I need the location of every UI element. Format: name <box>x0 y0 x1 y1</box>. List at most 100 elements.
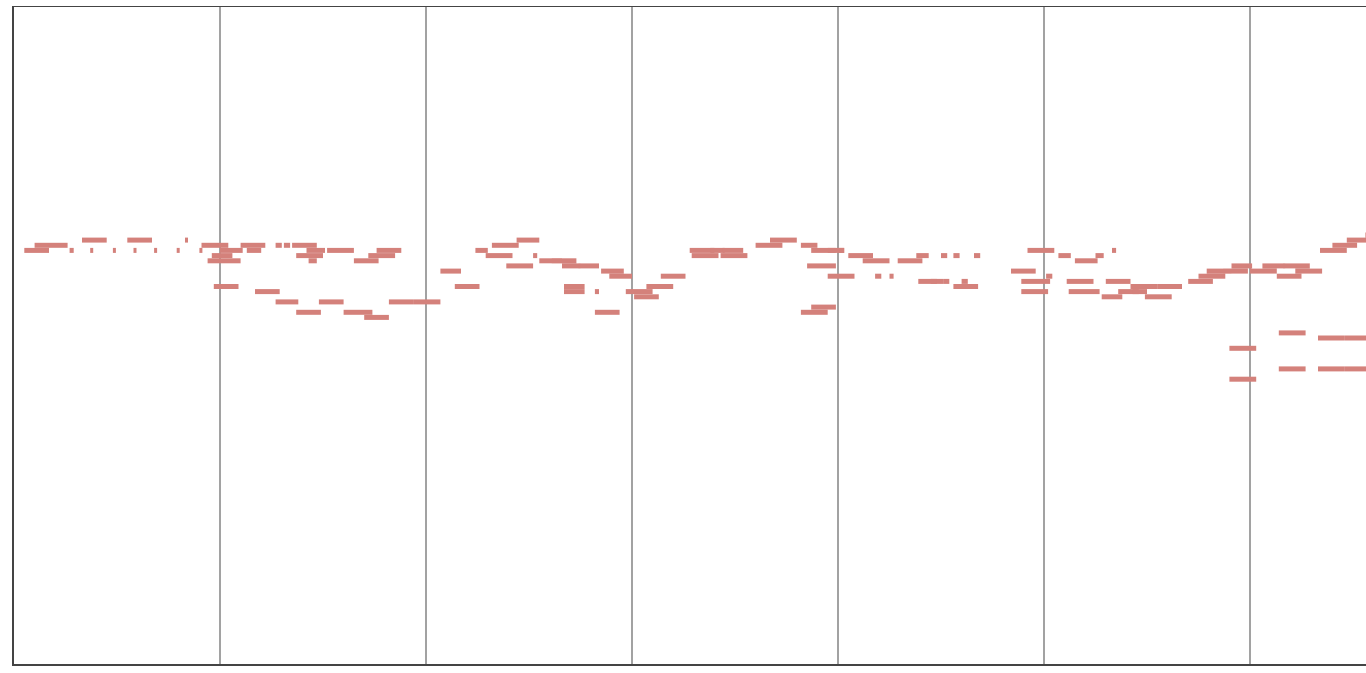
note-block[interactable] <box>24 247 49 253</box>
note-block[interactable] <box>609 273 632 279</box>
note-block[interactable] <box>1027 247 1055 253</box>
note-block[interactable] <box>1250 268 1277 274</box>
note-block[interactable] <box>807 263 836 269</box>
note-block[interactable] <box>1278 366 1306 372</box>
note-block[interactable] <box>961 278 968 284</box>
note-block[interactable] <box>506 263 534 269</box>
note-block[interactable] <box>1206 268 1232 274</box>
note-block[interactable] <box>1068 289 1100 295</box>
note-block[interactable] <box>353 258 379 264</box>
note-block[interactable] <box>1046 273 1053 279</box>
note-block[interactable] <box>185 237 188 243</box>
note-block[interactable] <box>897 258 923 264</box>
note-block[interactable] <box>689 247 715 253</box>
note-block[interactable] <box>533 253 538 259</box>
note-block[interactable] <box>710 247 725 253</box>
note-block[interactable] <box>1229 376 1257 382</box>
note-block[interactable] <box>283 242 291 248</box>
note-block[interactable] <box>646 284 674 289</box>
note-block[interactable] <box>240 242 266 248</box>
note-block[interactable] <box>1095 253 1104 259</box>
note-block[interactable] <box>376 247 402 253</box>
note-block[interactable] <box>327 247 354 253</box>
note-block[interactable] <box>388 299 414 305</box>
note-block[interactable] <box>930 278 937 284</box>
note-block[interactable] <box>308 258 317 264</box>
note-block[interactable] <box>1132 289 1147 295</box>
note-block[interactable] <box>1283 263 1310 269</box>
note-block[interactable] <box>755 242 783 248</box>
note-block[interactable] <box>1344 366 1366 372</box>
note-block[interactable] <box>722 247 744 253</box>
note-block[interactable] <box>127 237 152 243</box>
note-block[interactable] <box>1011 268 1036 274</box>
note-block[interactable] <box>1118 289 1139 295</box>
note-block[interactable] <box>811 247 836 253</box>
note-block[interactable] <box>69 247 74 253</box>
note-block[interactable] <box>564 284 585 289</box>
note-block[interactable] <box>1112 247 1117 253</box>
note-block[interactable] <box>211 253 233 259</box>
note-block[interactable] <box>720 253 748 259</box>
note-block[interactable] <box>275 299 299 305</box>
note-block[interactable] <box>564 289 585 295</box>
note-block[interactable] <box>1101 294 1123 300</box>
note-block[interactable] <box>562 263 581 269</box>
note-block[interactable] <box>800 309 828 315</box>
note-block[interactable] <box>1278 330 1306 336</box>
note-block[interactable] <box>516 237 540 243</box>
note-block[interactable] <box>296 253 323 259</box>
note-block[interactable] <box>1320 247 1347 253</box>
note-block[interactable] <box>625 289 653 295</box>
note-block[interactable] <box>1021 278 1051 284</box>
note-block[interactable] <box>848 253 873 259</box>
note-block[interactable] <box>1130 284 1158 289</box>
note-block[interactable] <box>491 242 519 248</box>
note-block[interactable] <box>770 237 797 243</box>
note-block[interactable] <box>1144 294 1172 300</box>
note-block[interactable] <box>318 299 344 305</box>
note-block[interactable] <box>800 242 818 248</box>
note-block[interactable] <box>82 237 107 243</box>
note-block[interactable] <box>306 247 326 253</box>
note-block[interactable] <box>838 247 845 253</box>
note-block[interactable] <box>1021 289 1049 295</box>
note-block[interactable] <box>1188 278 1213 284</box>
note-block[interactable] <box>220 247 243 253</box>
note-block[interactable] <box>440 268 461 274</box>
note-block[interactable] <box>112 247 116 253</box>
note-block[interactable] <box>454 284 480 289</box>
note-block[interactable] <box>941 253 948 259</box>
note-block[interactable] <box>201 242 229 248</box>
note-block[interactable] <box>364 314 389 320</box>
note-block[interactable] <box>1157 284 1182 289</box>
note-block[interactable] <box>34 242 68 248</box>
note-block[interactable] <box>246 247 262 253</box>
note-block[interactable] <box>594 309 620 315</box>
note-block[interactable] <box>953 284 979 289</box>
note-block[interactable] <box>1276 273 1302 279</box>
note-block[interactable] <box>953 253 960 259</box>
note-block[interactable] <box>275 242 282 248</box>
note-block[interactable] <box>539 258 562 264</box>
note-block[interactable] <box>292 242 317 248</box>
note-block[interactable] <box>827 247 845 253</box>
note-block[interactable] <box>176 247 180 253</box>
note-block[interactable] <box>634 294 659 300</box>
note-block[interactable] <box>1231 263 1253 269</box>
piano-roll-canvas[interactable] <box>14 7 1366 666</box>
note-block[interactable] <box>601 268 624 274</box>
note-block[interactable] <box>1198 273 1226 279</box>
note-block[interactable] <box>1318 335 1345 341</box>
note-block[interactable] <box>255 289 280 295</box>
note-block[interactable] <box>199 247 203 253</box>
note-block[interactable] <box>1105 278 1131 284</box>
note-block[interactable] <box>1346 237 1366 243</box>
note-block[interactable] <box>811 304 836 310</box>
note-block[interactable] <box>207 258 241 264</box>
note-block[interactable] <box>691 253 719 259</box>
note-block[interactable] <box>343 309 373 315</box>
note-block[interactable] <box>485 253 513 259</box>
note-block[interactable] <box>875 273 882 279</box>
note-block[interactable] <box>154 247 158 253</box>
